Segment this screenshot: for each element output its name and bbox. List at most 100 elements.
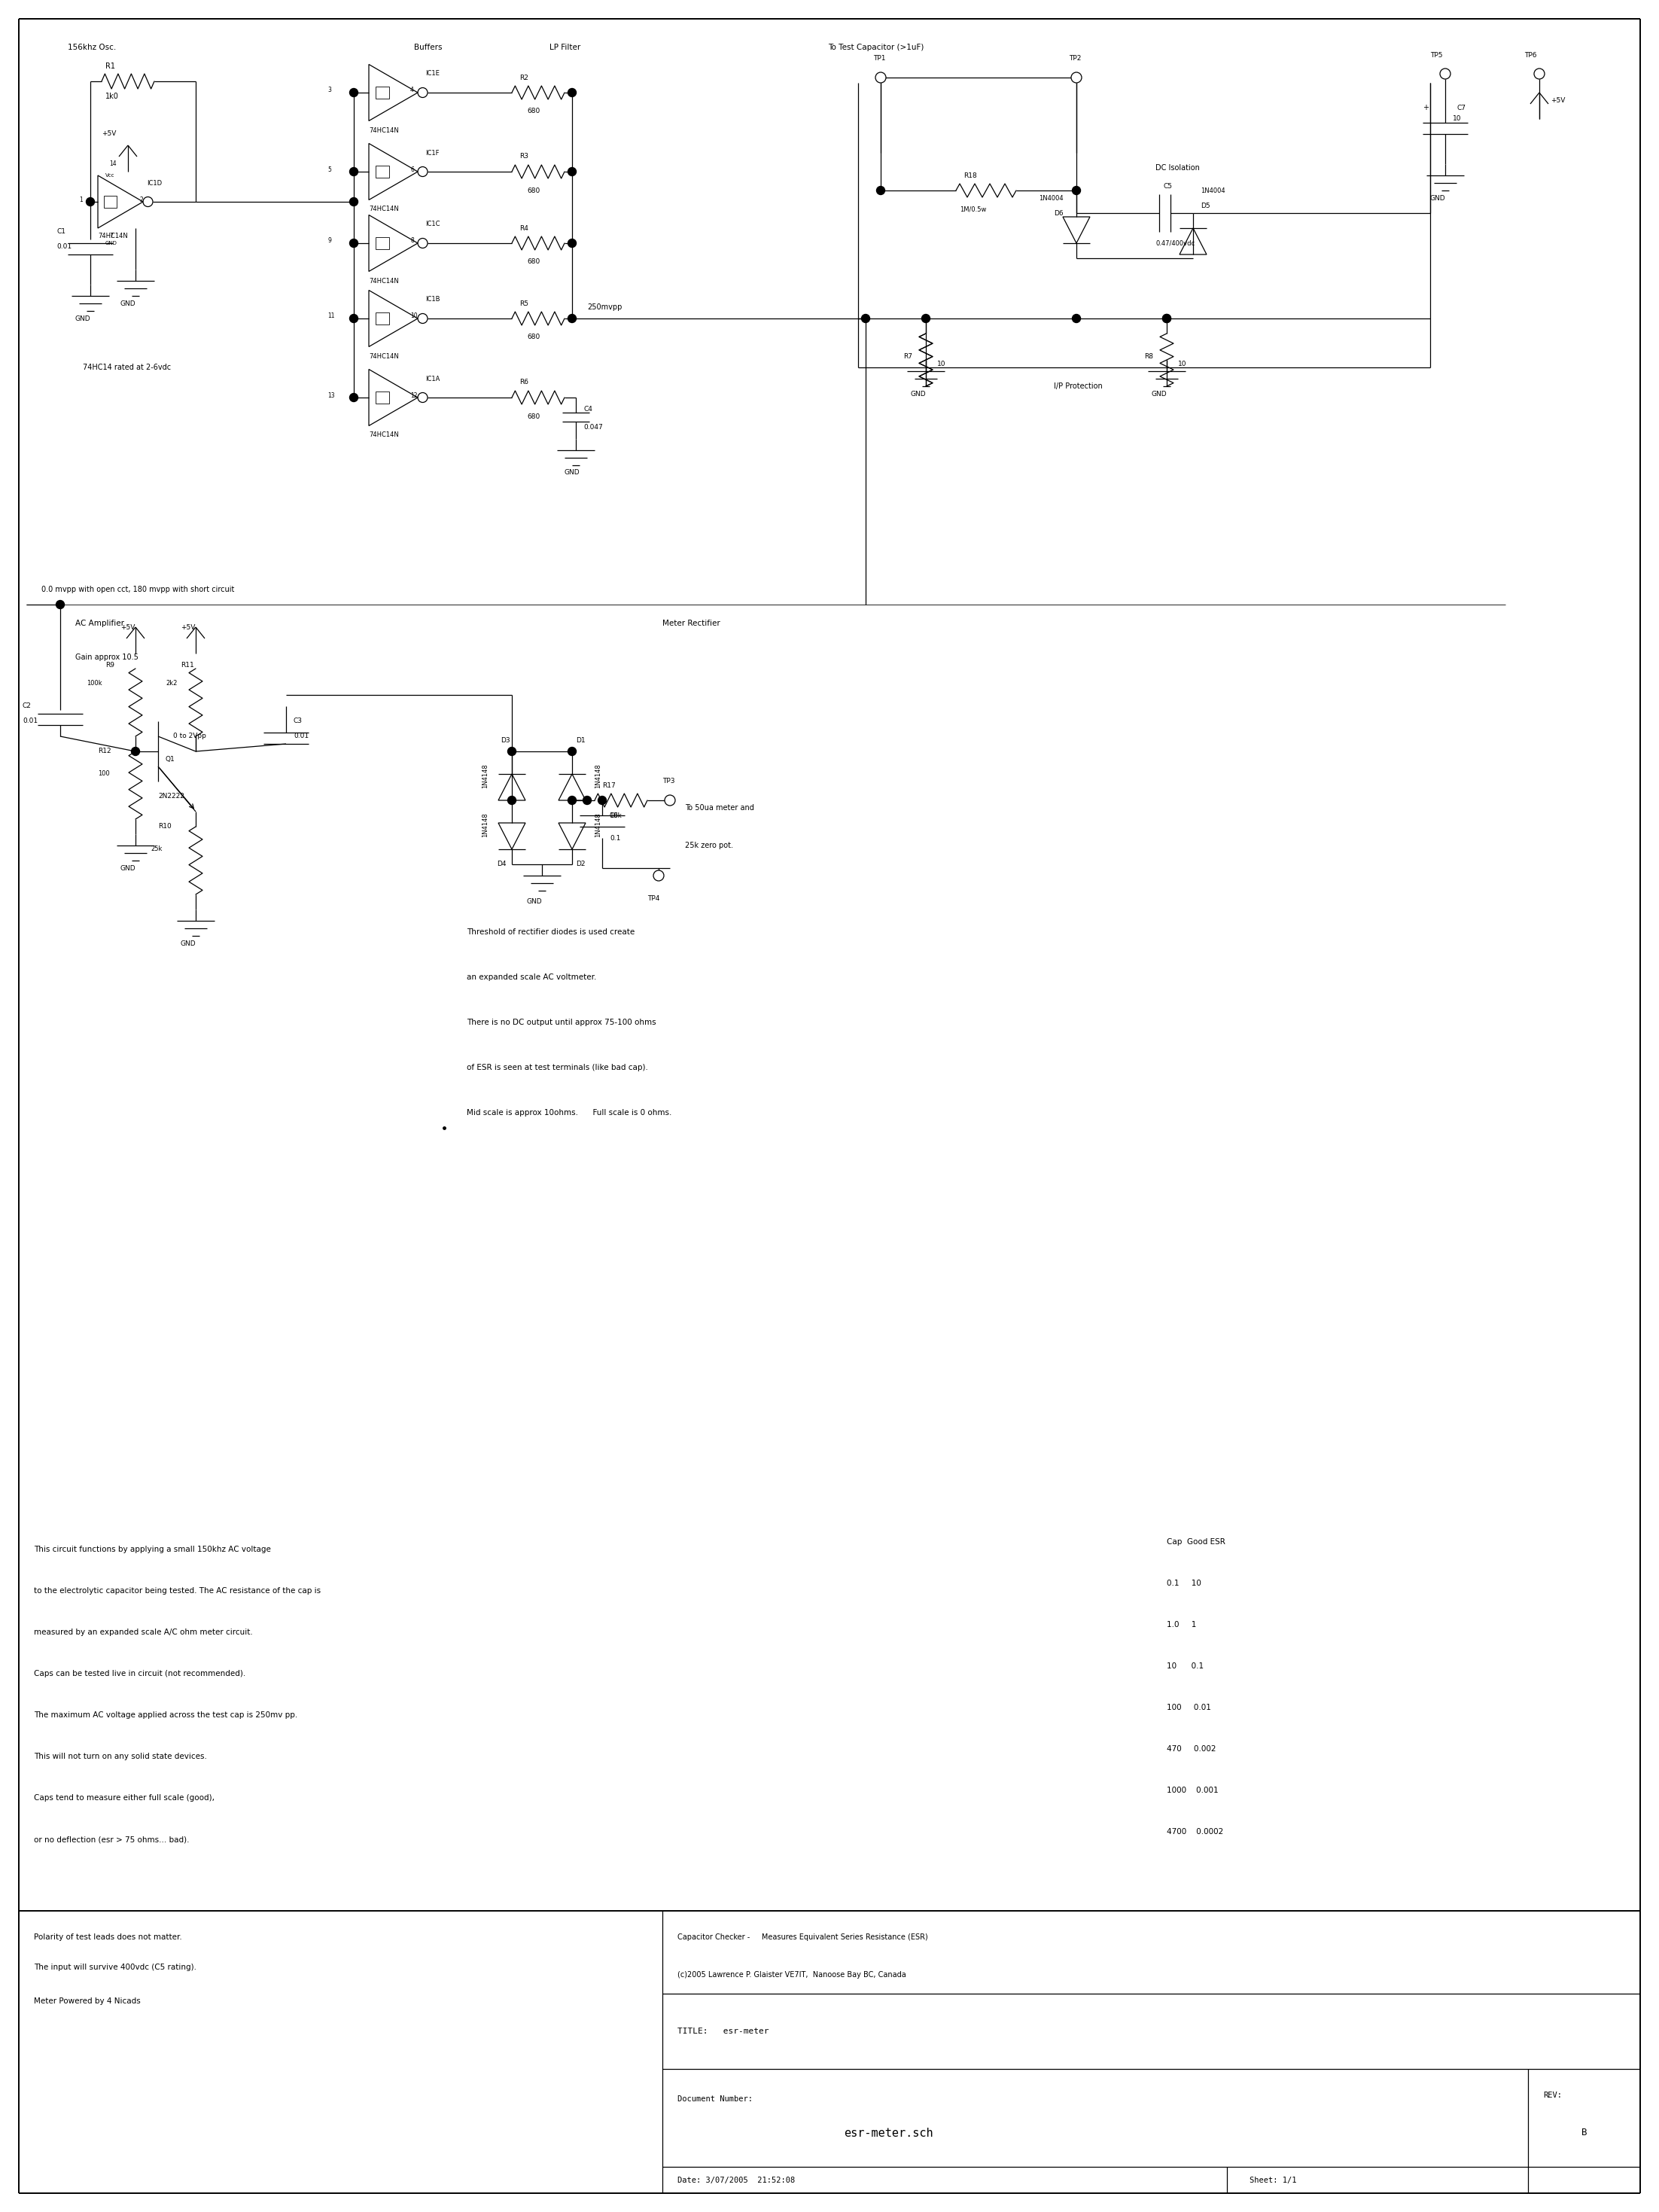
Text: 1N4148: 1N4148 [596, 812, 602, 836]
Text: 0.1: 0.1 [611, 834, 620, 841]
Text: IC1C: IC1C [425, 221, 440, 228]
Text: 6: 6 [410, 166, 413, 173]
Text: Caps can be tested live in circuit (not recommended).: Caps can be tested live in circuit (not … [33, 1670, 246, 1677]
Text: IC1D: IC1D [146, 179, 163, 186]
Text: TP2: TP2 [1068, 55, 1082, 62]
Text: Meter Powered by 4 Nicads: Meter Powered by 4 Nicads [33, 1997, 141, 2004]
Text: 680: 680 [528, 414, 539, 420]
Text: 680: 680 [528, 188, 539, 195]
Text: 4700    0.0002: 4700 0.0002 [1166, 1827, 1223, 1836]
Text: 74HC14N: 74HC14N [368, 276, 398, 283]
Text: 1N4148: 1N4148 [483, 812, 489, 836]
Text: GND: GND [564, 469, 581, 476]
Text: 9: 9 [327, 237, 332, 243]
Text: The maximum AC voltage applied across the test cap is 250mv pp.: The maximum AC voltage applied across th… [33, 1712, 297, 1719]
Text: R10: R10 [158, 823, 171, 830]
Bar [375, 392, 390, 405]
Text: The input will survive 400vdc (C5 rating).: The input will survive 400vdc (C5 rating… [33, 1964, 196, 1971]
Text: +5V: +5V [101, 131, 116, 137]
Text: 4: 4 [410, 86, 413, 93]
Text: to the electrolytic capacitor being tested. The AC resistance of the cap is: to the electrolytic capacitor being test… [33, 1586, 320, 1595]
Circle shape [56, 599, 65, 608]
Circle shape [665, 794, 675, 805]
Circle shape [86, 197, 95, 206]
Text: R9: R9 [106, 661, 114, 668]
Text: 1N4148: 1N4148 [483, 763, 489, 787]
Text: This circuit functions by applying a small 150khz AC voltage: This circuit functions by applying a sma… [33, 1546, 270, 1553]
Text: 680: 680 [528, 334, 539, 341]
Bar [375, 86, 390, 100]
Text: D1: D1 [576, 737, 586, 743]
Text: 10: 10 [410, 312, 418, 319]
Text: 0.047: 0.047 [584, 425, 602, 431]
Text: TITLE:   esr-meter: TITLE: esr-meter [677, 2028, 768, 2035]
Text: GND: GND [1151, 389, 1168, 398]
Circle shape [876, 186, 884, 195]
Text: GND: GND [75, 314, 91, 323]
Bar [375, 166, 390, 177]
Text: 0.01: 0.01 [56, 243, 71, 250]
Text: esr-meter.sch: esr-meter.sch [843, 2128, 932, 2139]
Text: 5: 5 [327, 166, 332, 173]
Circle shape [1163, 314, 1171, 323]
Text: GND: GND [528, 898, 542, 905]
Text: 8: 8 [410, 237, 413, 243]
Text: 0.47/400vdc: 0.47/400vdc [1155, 239, 1194, 246]
Text: I/P Protection: I/P Protection [1053, 383, 1103, 389]
Text: R18: R18 [964, 173, 977, 179]
Text: GND: GND [181, 940, 196, 947]
Text: 10      0.1: 10 0.1 [1166, 1663, 1204, 1670]
Circle shape [350, 88, 358, 97]
Circle shape [508, 748, 516, 757]
Circle shape [1072, 314, 1080, 323]
Text: 25k zero pot.: 25k zero pot. [685, 843, 733, 849]
Text: C7: C7 [1457, 104, 1465, 111]
Text: 74HC14 rated at 2-6vdc: 74HC14 rated at 2-6vdc [83, 363, 171, 372]
Text: IC1F: IC1F [425, 150, 440, 157]
Text: Vcc: Vcc [106, 173, 114, 177]
Text: TP3: TP3 [662, 779, 675, 785]
Text: 100: 100 [98, 770, 109, 776]
Text: Mid scale is approx 10ohms.      Full scale is 0 ohms.: Mid scale is approx 10ohms. Full scale i… [466, 1108, 672, 1117]
Circle shape [350, 239, 358, 248]
Text: R7: R7 [902, 352, 912, 361]
Text: 13: 13 [327, 392, 335, 398]
Text: 1N4004: 1N4004 [1201, 188, 1224, 195]
Text: DC Isolation: DC Isolation [1155, 164, 1199, 173]
Text: Threshold of rectifier diodes is used create: Threshold of rectifier diodes is used cr… [466, 929, 635, 936]
Text: TP5: TP5 [1430, 51, 1443, 58]
Text: This will not turn on any solid state devices.: This will not turn on any solid state de… [33, 1752, 207, 1761]
Text: 7: 7 [109, 232, 113, 239]
Text: (c)2005 Lawrence P. Glaister VE7IT,  Nanoose Bay BC, Canada: (c)2005 Lawrence P. Glaister VE7IT, Nano… [677, 1971, 906, 1978]
Text: +5V: +5V [1551, 97, 1564, 104]
Circle shape [567, 314, 576, 323]
Circle shape [567, 239, 576, 248]
Circle shape [582, 796, 591, 805]
Text: or no deflection (esr > 75 ohms... bad).: or no deflection (esr > 75 ohms... bad). [33, 1836, 189, 1843]
Text: +5V: +5V [121, 624, 134, 630]
Text: There is no DC output until approx 75-100 ohms: There is no DC output until approx 75-10… [466, 1020, 655, 1026]
Text: D2: D2 [576, 860, 586, 867]
Text: 0.01: 0.01 [294, 732, 309, 739]
Text: GND: GND [106, 241, 118, 246]
Text: R11: R11 [181, 661, 194, 668]
Text: GND: GND [911, 389, 926, 398]
Text: 10k: 10k [611, 812, 622, 818]
Circle shape [654, 869, 664, 880]
Text: 2N2222: 2N2222 [158, 794, 184, 801]
Text: TP4: TP4 [647, 896, 660, 902]
Text: R17: R17 [602, 781, 615, 790]
Circle shape [1440, 69, 1450, 80]
Text: C1: C1 [56, 228, 65, 234]
Text: Capacitor Checker -     Measures Equivalent Series Resistance (ESR): Capacitor Checker - Measures Equivalent … [677, 1933, 927, 1940]
Text: D6: D6 [1053, 210, 1063, 217]
Text: AC Amplifier: AC Amplifier [75, 619, 124, 628]
Text: Meter Rectifier: Meter Rectifier [662, 619, 720, 628]
Text: 74HC14N: 74HC14N [368, 126, 398, 133]
Text: 14: 14 [109, 161, 116, 168]
Text: +: + [1423, 104, 1428, 111]
Text: +5V: +5V [181, 624, 196, 630]
Text: TP1: TP1 [873, 55, 886, 62]
Circle shape [131, 748, 139, 757]
Text: Document Number:: Document Number: [677, 2095, 753, 2104]
